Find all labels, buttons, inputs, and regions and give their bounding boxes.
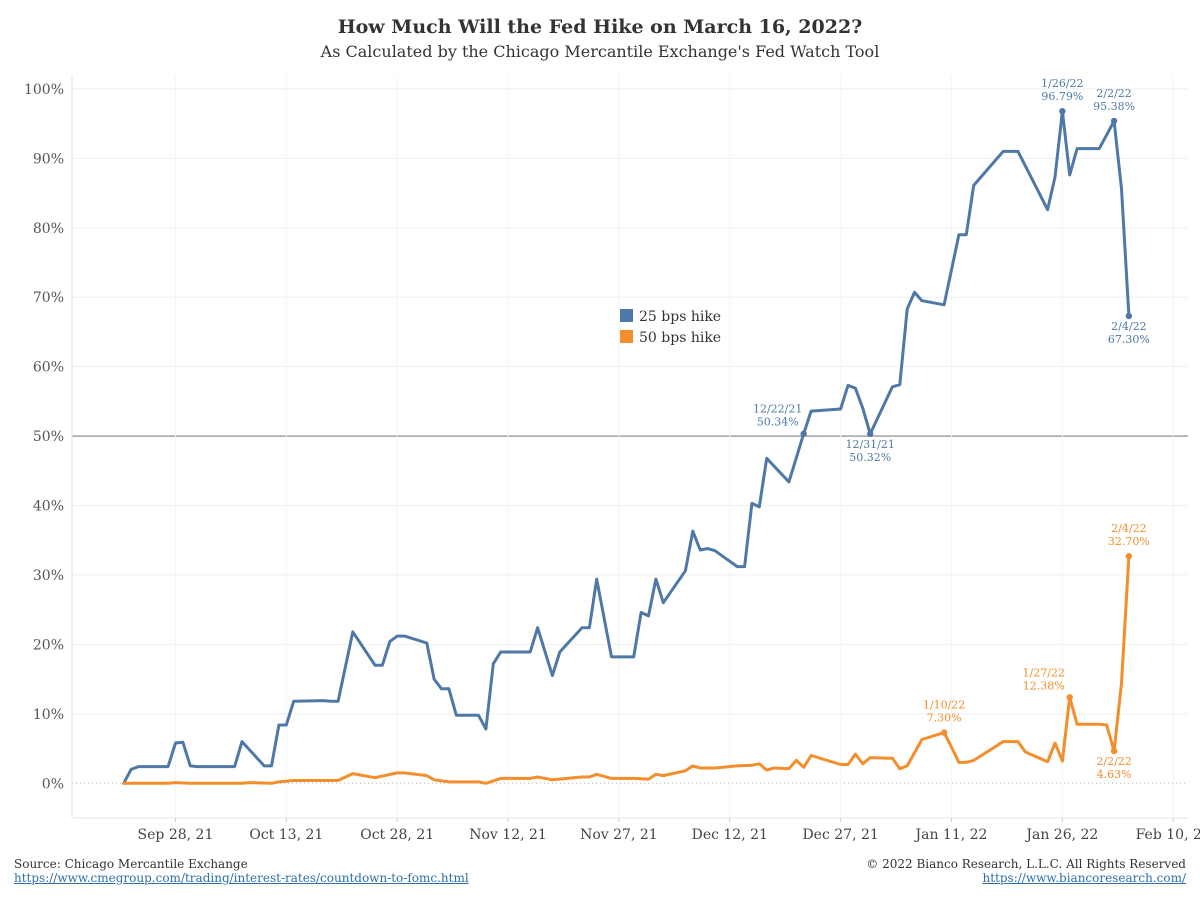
- annotation-marker: [1059, 107, 1066, 115]
- legend: 25 bps hike 50 bps hike: [620, 309, 721, 346]
- axis-layer: 0% 10% 20% 30% 40% 50% 60% 70% 80% 90% 100% Sep 28,…: [24, 75, 1200, 843]
- annotation-marker: [1125, 553, 1133, 560]
- chart-title: How Much Will the Fed Hike on March 16, …: [337, 16, 863, 38]
- legend-swatch-25bps: [620, 309, 633, 322]
- y-tick-label: 40%: [33, 499, 64, 515]
- x-tick-label: Oct 13, 21: [249, 827, 323, 843]
- footer-source-link[interactable]: https://www.cmegroup.com/trading/interes…: [14, 871, 469, 885]
- annotation-date-label: 2/2/22: [1096, 87, 1131, 100]
- chart-subtitle: As Calculated by the Chicago Mercantile …: [320, 42, 880, 61]
- x-tick-label: Sep 28, 21: [138, 827, 214, 843]
- series-layer: [122, 109, 1131, 785]
- annotation-marker: [1066, 694, 1073, 701]
- x-tick-label: Nov 12, 21: [469, 827, 547, 843]
- x-tick-label: Oct 28, 21: [360, 827, 434, 843]
- annotation-value-label: 7.30%: [927, 712, 962, 725]
- legend-label-25bps: 25 bps hike: [639, 309, 721, 325]
- y-tick-label: 60%: [33, 360, 64, 376]
- x-tick-label: Nov 27, 21: [580, 827, 658, 843]
- legend-label-50bps: 50 bps hike: [639, 330, 721, 346]
- annotation-date-label: 1/10/22: [923, 699, 965, 712]
- annotation-value-label: 95.38%: [1093, 100, 1135, 113]
- annotation-date-label: 2/4/22: [1111, 522, 1146, 535]
- annotation-date-label: 12/22/21: [753, 403, 802, 416]
- y-tick-label: 50%: [33, 429, 64, 445]
- annotation-date-label: 2/2/22: [1096, 755, 1131, 768]
- x-tick-label: Jan 11, 22: [914, 827, 988, 843]
- y-tick-label: 30%: [33, 568, 64, 584]
- annotation-date-label: 1/26/22: [1041, 77, 1083, 90]
- annotation-value-label: 67.30%: [1108, 333, 1150, 346]
- annotation-value-label: 32.70%: [1108, 535, 1150, 548]
- annotation-marker: [1110, 117, 1118, 125]
- annotation-date-label: 2/4/22: [1111, 320, 1146, 333]
- y-tick-label: 20%: [33, 637, 64, 653]
- annotation-value-label: 50.32%: [849, 451, 891, 464]
- series-line-50bps: [122, 554, 1131, 785]
- x-tick-label: Feb 10, 22: [1136, 827, 1200, 843]
- x-tick-label: Dec 12, 21: [692, 827, 768, 843]
- y-tick-label: 70%: [33, 290, 64, 306]
- annotation-value-label: 4.63%: [1097, 768, 1132, 781]
- annotation-marker: [800, 430, 807, 437]
- annotation-marker: [940, 729, 948, 736]
- annotation-value-label: 96.79%: [1041, 90, 1083, 103]
- y-tick-label: 90%: [33, 151, 64, 167]
- annotation-date-label: 1/27/22: [1023, 666, 1065, 679]
- annotation-marker: [866, 430, 874, 438]
- series-line-25bps: [122, 109, 1131, 785]
- y-tick-label: 80%: [33, 221, 64, 237]
- annotation-marker: [1125, 312, 1133, 320]
- footer-copyright: © 2022 Bianco Research, L.L.C. All Right…: [866, 857, 1186, 871]
- y-tick-label: 10%: [33, 707, 64, 723]
- x-tick-label: Dec 27, 21: [802, 827, 878, 843]
- y-tick-label: 100%: [24, 82, 64, 98]
- footer-site-link[interactable]: https://www.biancoresearch.com/: [982, 871, 1186, 885]
- x-tick-label: Jan 26, 22: [1024, 827, 1098, 843]
- annotation-value-label: 12.38%: [1023, 679, 1065, 692]
- grid-layer: [72, 75, 1188, 818]
- legend-swatch-50bps: [620, 330, 633, 343]
- y-tick-label: 0%: [42, 776, 64, 792]
- annotation-marker: [1110, 747, 1118, 755]
- annotation-value-label: 50.34%: [757, 416, 799, 429]
- footer-source: Source: Chicago Mercantile Exchange: [14, 857, 248, 871]
- annotation-date-label: 12/31/21: [845, 438, 894, 451]
